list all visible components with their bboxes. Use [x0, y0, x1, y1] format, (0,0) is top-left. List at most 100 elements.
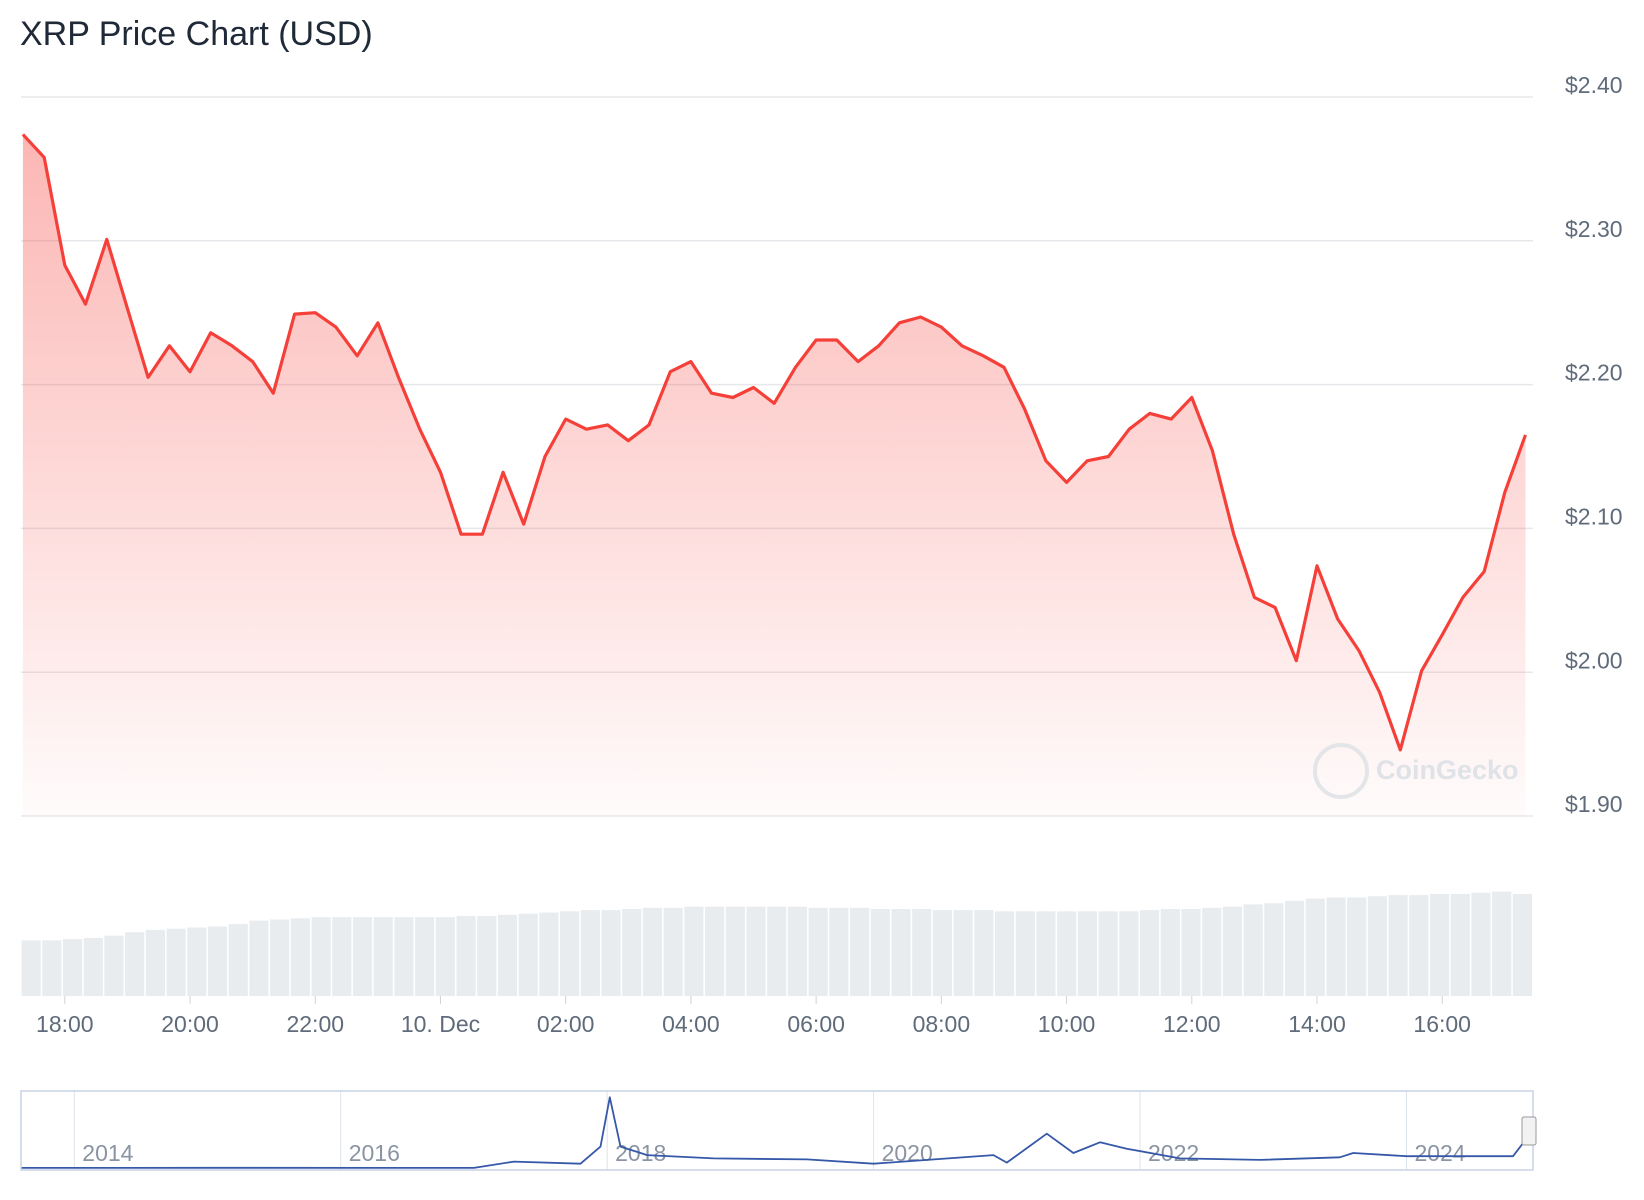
volume-bar — [249, 920, 269, 996]
y-tick-label: $2.00 — [1565, 647, 1623, 673]
volume-bar — [83, 938, 103, 996]
volume-bar — [42, 940, 62, 996]
volume-bar — [518, 913, 538, 996]
navigator-tick-label: 2022 — [1148, 1140, 1199, 1166]
volume-bar — [1202, 907, 1222, 996]
volume-bar — [332, 917, 352, 996]
volume-bar — [1326, 897, 1346, 996]
volume-bar — [1181, 909, 1201, 996]
volume-bar — [1388, 895, 1408, 996]
x-tick-label: 18:00 — [36, 1011, 94, 1037]
volume-bar — [311, 917, 331, 996]
volume-bar — [1409, 895, 1429, 996]
volume-bar — [767, 906, 787, 996]
volume-bar — [870, 909, 890, 996]
volume-bar — [1284, 900, 1305, 996]
x-tick-label: 20:00 — [161, 1011, 219, 1037]
volume-bar — [705, 906, 725, 996]
volume-bar — [373, 917, 393, 996]
volume-bar — [746, 906, 766, 996]
volume-bar — [953, 910, 973, 996]
volume-bar — [1471, 892, 1491, 996]
x-tick-label: 04:00 — [662, 1011, 720, 1037]
volume-bar — [663, 907, 683, 996]
volume-bar — [21, 940, 41, 996]
y-tick-label: $2.10 — [1565, 503, 1623, 529]
volume-bar — [415, 917, 435, 996]
volume-bar — [1036, 911, 1056, 996]
volume-bar — [1057, 911, 1077, 996]
volume-bar — [994, 911, 1015, 996]
x-tick-label: 16:00 — [1413, 1011, 1471, 1037]
x-tick-label: 14:00 — [1288, 1011, 1346, 1037]
volume-bar — [1222, 906, 1243, 996]
y-tick-label: $2.20 — [1565, 360, 1623, 386]
volume-bar — [560, 911, 580, 996]
volume-bar — [829, 907, 849, 996]
navigator-tick-label: 2024 — [1414, 1140, 1465, 1166]
volume-bar — [1264, 903, 1284, 996]
navigator-tick-label: 2014 — [82, 1140, 133, 1166]
volume-bar — [394, 917, 414, 996]
volume-bar — [477, 915, 497, 996]
volume-bar — [62, 939, 83, 996]
watermark: CoinGecko — [1376, 755, 1519, 785]
y-tick-label: $2.40 — [1565, 72, 1623, 98]
volume-bar — [456, 915, 476, 996]
volume-bar — [1139, 910, 1160, 996]
x-tick-label: 08:00 — [913, 1011, 971, 1037]
volume-bar — [1119, 911, 1139, 996]
volume-bar — [352, 917, 373, 996]
volume-bar — [1512, 893, 1532, 996]
area — [22, 134, 1526, 816]
volume-bar — [125, 932, 145, 996]
volume-bar — [539, 912, 559, 996]
volume-bar — [580, 910, 600, 996]
volume-bar — [808, 907, 828, 996]
volume-bar — [435, 917, 455, 996]
y-tick-label: $1.90 — [1565, 791, 1623, 817]
x-tick-label: 22:00 — [286, 1011, 344, 1037]
volume-bar — [1098, 911, 1118, 996]
volume-bar — [1347, 897, 1367, 996]
x-tick-label: 10:00 — [1038, 1011, 1096, 1037]
volume-bar — [725, 906, 745, 996]
volume-bar — [1305, 898, 1325, 996]
volume-bar — [1429, 893, 1450, 996]
volume-bar — [1367, 896, 1388, 996]
x-tick-label: 02:00 — [537, 1011, 595, 1037]
x-tick-label: 12:00 — [1163, 1011, 1221, 1037]
volume-bar — [290, 918, 310, 996]
volume-bar — [642, 907, 663, 996]
volume-bar — [166, 928, 186, 996]
volume-bar — [497, 914, 518, 996]
navigator-handle[interactable] — [1521, 1116, 1537, 1146]
volume-bar — [622, 909, 642, 996]
chart-title: XRP Price Chart (USD) — [20, 15, 373, 53]
price-line — [20, 1096, 1533, 1169]
volume-bar — [1077, 911, 1098, 996]
volume-bar — [104, 935, 124, 996]
x-tick-label: 06:00 — [787, 1011, 845, 1037]
volume-bar — [787, 906, 808, 996]
volume-bar — [187, 927, 207, 996]
volume-bar — [1492, 891, 1512, 996]
volume-bar — [932, 910, 953, 996]
volume-bar — [1015, 911, 1035, 996]
watermark-logo — [1313, 743, 1369, 799]
volume-bar — [1243, 904, 1263, 996]
y-tick-label: $2.30 — [1565, 216, 1623, 242]
navigator-tick-label: 2016 — [349, 1140, 400, 1166]
volume-bar — [1450, 893, 1470, 996]
volume-bar — [891, 909, 911, 996]
price-line — [21, 133, 1528, 752]
x-tick-label: 10. Dec — [401, 1011, 480, 1037]
volume-bar — [974, 910, 994, 996]
volume-bar — [849, 907, 870, 996]
volume-bar — [912, 909, 932, 996]
volume-bar — [207, 926, 228, 996]
volume-bar — [228, 924, 248, 996]
volume-bar — [601, 910, 621, 996]
